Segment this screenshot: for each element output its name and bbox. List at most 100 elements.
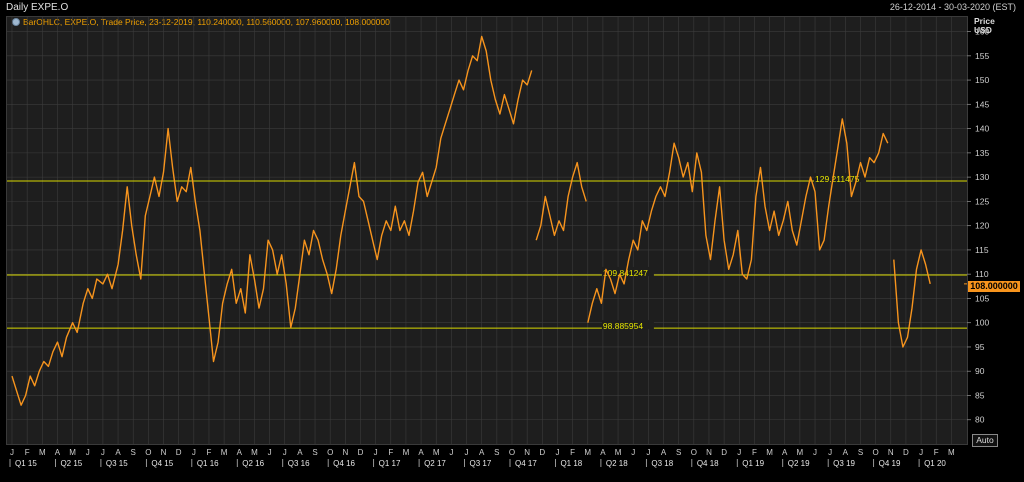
x-month-label: O <box>509 448 515 457</box>
x-month-label: A <box>782 448 788 457</box>
y-tick-label: 135 <box>975 148 989 158</box>
y-tick-label: 130 <box>975 172 989 182</box>
x-month-label: J <box>919 448 923 457</box>
reference-label-bg <box>601 320 654 330</box>
price-series-line <box>587 118 889 323</box>
axis-unit-price: Price <box>974 16 995 26</box>
x-month-label: M <box>584 448 591 457</box>
x-quarter-label: Q1 19 <box>742 459 764 468</box>
x-month-label: O <box>327 448 333 457</box>
x-month-label: F <box>388 448 393 457</box>
x-month-label: J <box>192 448 196 457</box>
x-quarter-label: Q2 17 <box>424 459 446 468</box>
x-quarter-label: Q4 15 <box>151 459 173 468</box>
y-tick-label: 115 <box>975 245 989 255</box>
plot-area[interactable] <box>6 16 968 445</box>
x-month-label: J <box>465 448 469 457</box>
x-month-label: J <box>737 448 741 457</box>
x-quarter-label: Q2 15 <box>60 459 82 468</box>
price-series-line <box>535 161 587 241</box>
x-month-label: J <box>555 448 559 457</box>
y-tick-label: 125 <box>975 196 989 206</box>
x-month-label: J <box>813 448 817 457</box>
x-month-label: J <box>86 448 90 457</box>
x-quarter-label: Q1 18 <box>560 459 582 468</box>
x-month-label: M <box>797 448 804 457</box>
y-tick-label: 160 <box>975 27 989 37</box>
x-quarter-label: Q2 19 <box>788 459 810 468</box>
x-month-label: A <box>115 448 121 457</box>
x-quarter-label: Q1 15 <box>15 459 37 468</box>
x-month-label: A <box>600 448 606 457</box>
x-month-label: D <box>176 448 182 457</box>
x-month-label: M <box>403 448 410 457</box>
x-month-label: F <box>752 448 757 457</box>
y-tick-label: 80 <box>975 415 985 425</box>
x-month-label: J <box>449 448 453 457</box>
x-month-label: A <box>661 448 667 457</box>
y-tick-label: 145 <box>975 99 989 109</box>
axis-unit-currency: USD <box>974 25 992 35</box>
x-month-label: N <box>888 448 894 457</box>
x-month-label: F <box>207 448 212 457</box>
y-tick-label: 110 <box>975 269 989 279</box>
y-tick-label: 120 <box>975 221 989 231</box>
x-month-label: J <box>101 448 105 457</box>
x-month-label: M <box>766 448 773 457</box>
x-quarter-label: Q4 17 <box>515 459 537 468</box>
auto-scale-button[interactable]: Auto <box>972 434 998 447</box>
x-month-label: D <box>721 448 727 457</box>
x-month-label: J <box>10 448 14 457</box>
x-month-label: O <box>691 448 697 457</box>
x-quarter-label: Q4 18 <box>697 459 719 468</box>
x-month-label: S <box>312 448 317 457</box>
reference-line-label: 98.885954 <box>603 321 643 331</box>
x-month-label: J <box>828 448 832 457</box>
x-month-label: M <box>221 448 228 457</box>
x-quarter-label: Q1 16 <box>197 459 219 468</box>
x-month-label: J <box>374 448 378 457</box>
x-month-label: S <box>494 448 499 457</box>
date-range: 26-12-2014 - 30-03-2020 (EST) <box>889 2 1016 12</box>
x-month-label: S <box>858 448 863 457</box>
x-month-label: M <box>433 448 440 457</box>
x-month-label: A <box>479 448 485 457</box>
y-tick-label: 100 <box>975 318 989 328</box>
chart-header <box>0 0 1024 16</box>
x-month-label: S <box>131 448 136 457</box>
x-month-label: M <box>948 448 955 457</box>
y-tick-label: 140 <box>975 124 989 134</box>
x-quarter-label: Q2 16 <box>242 459 264 468</box>
reference-label-bg <box>814 172 867 182</box>
y-tick-label: 150 <box>975 75 989 85</box>
x-month-label: D <box>539 448 545 457</box>
series-settings-icon[interactable] <box>12 18 20 26</box>
x-quarter-label: Q3 19 <box>833 459 855 468</box>
x-month-label: F <box>934 448 939 457</box>
x-quarter-label: Q4 16 <box>333 459 355 468</box>
x-month-label: J <box>646 448 650 457</box>
x-month-label: N <box>524 448 530 457</box>
x-quarter-label: Q3 18 <box>651 459 673 468</box>
x-month-label: S <box>676 448 681 457</box>
last-price-badge: 108.000000 <box>968 281 1020 292</box>
x-month-label: J <box>268 448 272 457</box>
x-quarter-label: Q3 16 <box>288 459 310 468</box>
x-month-label: N <box>161 448 167 457</box>
x-month-label: F <box>570 448 575 457</box>
reference-label-bg <box>601 266 654 276</box>
x-month-label: D <box>358 448 364 457</box>
x-month-label: M <box>69 448 76 457</box>
x-month-label: J <box>631 448 635 457</box>
x-month-label: N <box>706 448 712 457</box>
y-tick-label: 90 <box>975 366 985 376</box>
x-month-label: A <box>418 448 424 457</box>
price-series-line <box>893 249 931 348</box>
reference-line-label: 129.211475 <box>815 174 860 184</box>
x-month-label: N <box>342 448 348 457</box>
x-quarter-label: Q1 17 <box>379 459 401 468</box>
x-month-label: M <box>251 448 258 457</box>
series-legend[interactable]: BarOHLC, EXPE.O, Trade Price, 23-12-2019… <box>12 17 390 27</box>
y-tick-label: 85 <box>975 390 985 400</box>
x-month-label: J <box>283 448 287 457</box>
